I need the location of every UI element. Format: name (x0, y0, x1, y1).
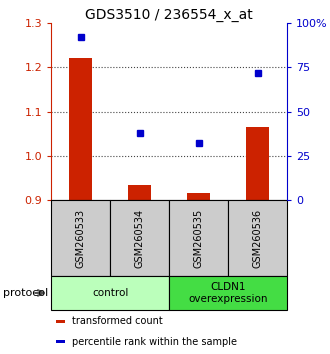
Bar (169, 276, 287, 310)
Bar (228, 200, 287, 276)
Text: percentile rank within the sample: percentile rank within the sample (72, 337, 237, 347)
Text: GSM260536: GSM260536 (252, 209, 263, 268)
Bar (128, 184, 151, 200)
Text: CLDN1
overexpression: CLDN1 overexpression (188, 282, 268, 304)
Text: GSM260533: GSM260533 (76, 209, 86, 268)
Bar (56, 320, 65, 323)
Text: protocol: protocol (3, 288, 49, 298)
Bar (187, 193, 210, 200)
Bar (51, 276, 169, 310)
Bar (56, 340, 65, 343)
Bar (169, 200, 228, 276)
Text: GSM260535: GSM260535 (194, 209, 204, 268)
Bar (110, 200, 169, 276)
Bar (51, 200, 110, 276)
Text: GSM260534: GSM260534 (135, 209, 145, 268)
Text: control: control (92, 288, 128, 298)
Title: GDS3510 / 236554_x_at: GDS3510 / 236554_x_at (85, 8, 253, 22)
Text: transformed count: transformed count (72, 316, 163, 326)
Bar (69, 58, 92, 200)
Bar (247, 127, 269, 200)
